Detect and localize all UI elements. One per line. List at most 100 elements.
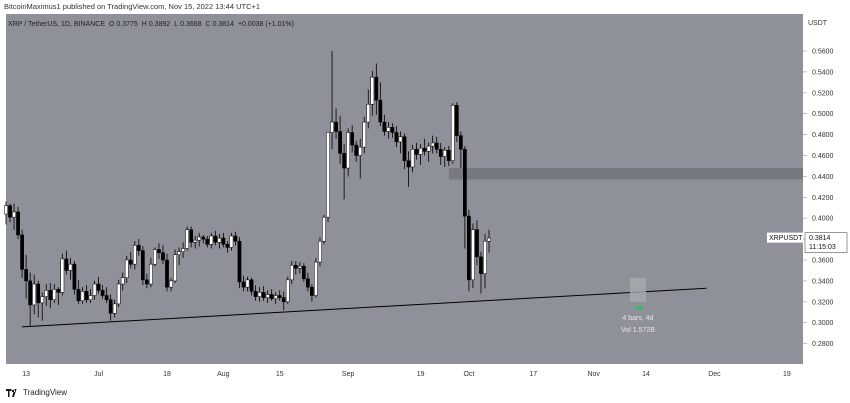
candle bbox=[149, 257, 153, 288]
candle bbox=[265, 290, 270, 303]
candle bbox=[161, 245, 165, 265]
candle bbox=[450, 103, 455, 164]
price-tick-label: 0.5600 bbox=[812, 49, 834, 56]
symbol-description: XRP / TetherUS, 1D, BINANCE bbox=[8, 21, 105, 28]
candle bbox=[72, 261, 77, 295]
candle-body bbox=[197, 236, 202, 241]
candle-body bbox=[136, 245, 141, 251]
price-tag-value: 0.3814 bbox=[809, 235, 831, 242]
candle-body bbox=[281, 297, 286, 303]
candle bbox=[285, 276, 290, 304]
candle-body bbox=[209, 235, 214, 245]
candle bbox=[16, 206, 20, 240]
candle-body bbox=[124, 259, 129, 279]
candle bbox=[358, 138, 363, 179]
candle-body bbox=[406, 160, 411, 168]
candle-body bbox=[310, 286, 314, 296]
candle bbox=[330, 51, 334, 150]
price-tick-label: 0.4800 bbox=[812, 132, 834, 139]
measure-bars-label: 4 bars, 4d bbox=[622, 315, 653, 322]
price-tick-label: 0.5400 bbox=[812, 69, 834, 76]
tradingview-logo-icon bbox=[6, 388, 17, 397]
candle bbox=[354, 140, 359, 162]
ohlc-legend: XRP / TetherUS, 1D, BINANCE O 0.3775 H 0.3… bbox=[8, 21, 296, 28]
candle-body bbox=[153, 249, 157, 265]
candle bbox=[52, 284, 57, 303]
candle-body bbox=[459, 135, 463, 150]
candle-body bbox=[467, 215, 471, 281]
tradingview-footer[interactable]: TradingView bbox=[6, 388, 67, 397]
publish-info: BitcoinMaximus1 published on TradingView… bbox=[4, 2, 261, 11]
candle bbox=[326, 132, 330, 223]
candle bbox=[132, 241, 137, 270]
candle bbox=[96, 276, 101, 294]
candle-body bbox=[157, 249, 161, 253]
candle bbox=[8, 203, 12, 223]
candle-body bbox=[185, 229, 189, 249]
candle bbox=[394, 126, 399, 148]
candle-body bbox=[96, 283, 101, 291]
candle-body bbox=[257, 292, 262, 297]
currency-label: USDT bbox=[808, 20, 828, 27]
candle-body bbox=[225, 244, 230, 248]
candle-body bbox=[104, 295, 109, 300]
candle-body bbox=[354, 144, 359, 156]
candle bbox=[426, 142, 431, 162]
candle-body bbox=[116, 283, 121, 305]
candle-body bbox=[326, 132, 330, 218]
candle bbox=[217, 233, 222, 249]
candle-body bbox=[201, 236, 206, 240]
support-trendline bbox=[22, 287, 707, 328]
price-tick-label: 0.3200 bbox=[812, 299, 834, 306]
candle-body bbox=[414, 148, 419, 155]
candle-body bbox=[483, 240, 487, 274]
candle-body bbox=[205, 238, 210, 245]
candle bbox=[36, 280, 41, 318]
candle bbox=[157, 243, 161, 259]
candle-body bbox=[4, 205, 8, 215]
candle bbox=[60, 253, 65, 296]
candle-body bbox=[390, 127, 395, 133]
candle-body bbox=[181, 248, 185, 252]
candle bbox=[277, 290, 282, 301]
candle bbox=[338, 115, 342, 164]
plot-background bbox=[6, 14, 803, 364]
candle bbox=[374, 63, 379, 115]
candle bbox=[306, 272, 310, 292]
candle bbox=[322, 215, 326, 245]
price-axis-background bbox=[803, 14, 850, 364]
time-tick-label: 19 bbox=[783, 371, 791, 378]
price-tick-label: 0.3000 bbox=[812, 320, 834, 327]
candle bbox=[382, 114, 387, 136]
candle-body bbox=[475, 229, 479, 258]
candle bbox=[40, 292, 45, 321]
candle bbox=[257, 287, 262, 302]
candle bbox=[346, 128, 350, 177]
candle bbox=[487, 229, 491, 253]
candle-body bbox=[463, 148, 467, 217]
candle-body bbox=[362, 121, 367, 148]
candle bbox=[88, 289, 93, 303]
candle-body bbox=[141, 250, 145, 281]
candle bbox=[370, 70, 375, 116]
candle bbox=[281, 291, 286, 311]
candle-body bbox=[28, 280, 33, 306]
candle bbox=[422, 138, 427, 156]
candle bbox=[24, 254, 28, 299]
candle bbox=[221, 232, 226, 248]
candle-body bbox=[293, 264, 298, 269]
candle-body bbox=[64, 258, 69, 271]
candle bbox=[310, 284, 314, 302]
change-value: +0.0038 (+1.01%) bbox=[237, 21, 294, 28]
candle bbox=[273, 292, 278, 304]
candle bbox=[434, 136, 439, 154]
candle-body bbox=[149, 263, 153, 285]
candle-body bbox=[40, 296, 45, 304]
open-value: 0.3775 bbox=[116, 21, 138, 28]
candle bbox=[165, 253, 169, 292]
candle bbox=[76, 279, 81, 304]
candle bbox=[28, 272, 33, 327]
price-tick-label: 0.4600 bbox=[812, 153, 834, 160]
candle bbox=[471, 223, 475, 289]
